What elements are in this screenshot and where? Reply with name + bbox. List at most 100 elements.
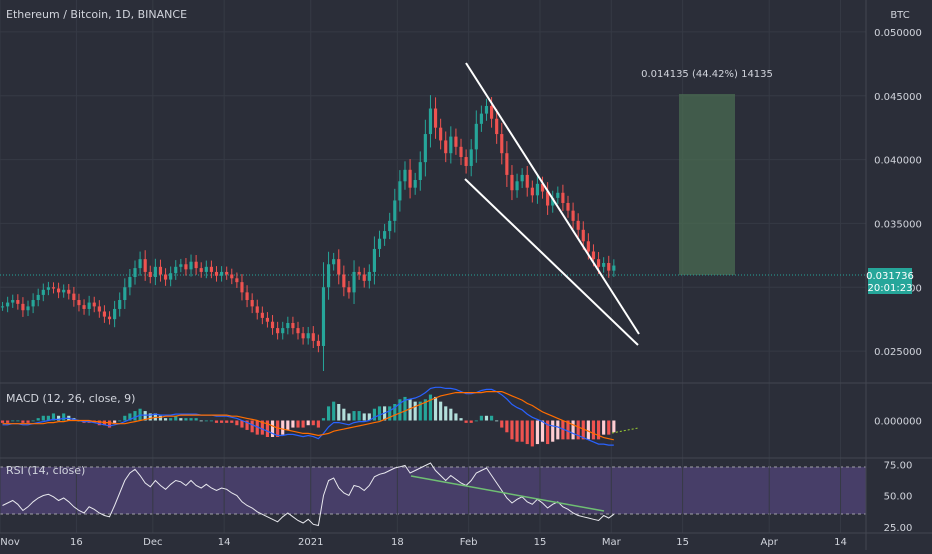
candle-body [433,108,438,128]
wedge-upper-trendline[interactable] [465,62,640,335]
rsi-divergence-line[interactable] [410,475,605,512]
macd-histogram-bar [128,413,132,421]
candle-body [306,333,310,339]
macd-histogram-bar [199,420,203,422]
macd-histogram-bar [530,420,534,447]
wedge-lower-trendline[interactable] [464,178,639,346]
macd-histogram-bar [118,420,122,422]
macd-histogram-bar [148,413,152,421]
macd-histogram-bar [214,420,219,423]
candle-body [286,322,290,329]
macd-histogram-bar [46,415,50,421]
x-tick-label: Nov [0,537,20,548]
candle-body [291,322,295,329]
candle-body [561,192,565,203]
candle-body [179,264,183,267]
macd-histogram-bar [612,420,616,433]
candle-body [62,289,66,293]
rsi-title[interactable]: RSI (14, close) [6,464,85,477]
candle-body [520,174,524,182]
macd-title[interactable]: MACD (12, 26, close, 9) [6,392,135,405]
candle-body [490,105,494,119]
macd-tick-label: 0.000000 [874,417,922,428]
macd-histogram-bar [515,420,519,442]
candle-body [342,274,346,288]
candle-body [581,229,585,242]
candle-body [296,328,300,334]
macd-histogram-bar [11,420,15,422]
macd-histogram-bar [306,420,310,426]
candle-body [209,266,213,272]
measure-box[interactable] [679,94,735,275]
candle-body [337,259,341,275]
price-tick-label: 0.035000 [874,219,922,230]
macd-projection-line [611,427,639,434]
candle-body [428,108,433,135]
candle-body [479,113,483,124]
macd-histogram-bar [367,413,371,421]
macd-histogram-bar [525,420,529,445]
macd-histogram-bar [41,415,45,421]
candle-body [505,153,509,175]
candle-body [6,302,10,307]
macd-histogram-bar [311,420,315,426]
macd-histogram-bar [602,420,606,435]
macd-histogram-bar [301,420,305,428]
macd-histogram-bar [123,415,127,421]
macd-histogram-bar [571,420,575,440]
macd-histogram-bar [479,415,483,421]
macd-histogram-bar [357,411,361,421]
x-tick-label: 15 [676,537,689,548]
macd-histogram-bar [444,406,448,421]
price-tick-label: 0.025000 [874,347,922,358]
macd-histogram-bar [97,420,101,426]
candle-body [316,340,320,346]
candle-body [143,259,147,272]
x-tick-label: Feb [460,537,478,548]
macd-histogram-bar [240,420,244,428]
candle-body [204,266,208,272]
candle-body [92,302,96,307]
macd-histogram-bar [276,420,280,437]
x-tick-label: 2021 [298,537,323,548]
rsi-layer [2,462,615,527]
macd-histogram-bar [418,401,422,421]
candle-body [464,157,468,166]
measure-box-label: 0.014135 (44.42%) 14135 [641,69,773,80]
candle-body [408,169,412,188]
candle-body [388,220,392,232]
macd-histogram-bar [21,420,25,423]
candle-body [495,118,499,135]
candle-body [551,197,555,206]
candle-body [255,306,259,313]
candle-body [250,300,254,307]
symbol-title[interactable]: Ethereum / Bitcoin, 1D, BINANCE [6,8,187,21]
candle-body [474,123,478,150]
macd-histogram-bar [459,418,463,421]
candle-body [510,174,514,191]
macd-histogram-bar [143,411,147,421]
macd-histogram-bar [291,420,295,428]
candle-body [586,241,590,252]
candle-body [301,333,305,339]
candle-body [230,274,234,279]
macd-histogram-bar [490,415,494,421]
candle-body [326,264,331,288]
x-tick-label: 18 [391,537,404,548]
candle-body [41,289,45,295]
macd-histogram-bar [163,418,168,421]
candle-body [220,271,224,276]
candle-body [31,300,35,307]
macd-histogram-bar [265,420,270,437]
candle-body [454,136,458,147]
candle-body [357,271,361,275]
macd-histogram-bar [352,411,356,421]
macd-histogram-bar [377,406,382,421]
macd-histogram-bar [26,420,30,423]
x-tick-label: Apr [761,537,779,548]
macd-histogram-bar [362,413,366,421]
candle-body [413,180,417,188]
candle-body [602,262,606,267]
candle-body [393,200,397,221]
